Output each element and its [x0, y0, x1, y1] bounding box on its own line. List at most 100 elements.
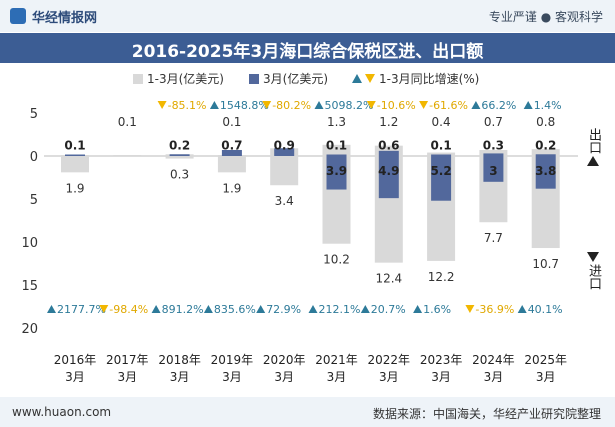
- import-month-bar: [535, 156, 556, 189]
- logo-text: 华经情报网: [32, 11, 98, 26]
- import-yoy-label: -98.4%: [109, 303, 148, 316]
- export-cum-bar: [322, 144, 351, 156]
- export-cum-label: 0.1: [222, 115, 241, 129]
- export-month-label: 0.1: [430, 138, 451, 152]
- x-tick-label-month: 3月: [536, 370, 556, 384]
- y-tick-label: 15: [21, 279, 38, 294]
- import-cum-label: 10.2: [323, 253, 350, 267]
- export-yoy-label: -10.6%: [377, 99, 416, 112]
- export-month-bar: [221, 149, 242, 156]
- import-yoy-down-icon: [99, 305, 109, 313]
- export-yoy-up-icon: [471, 101, 481, 109]
- import-month-bar: [378, 156, 399, 199]
- import-yoy-up-icon: [360, 305, 370, 313]
- import-month-label: 4.9: [378, 164, 399, 178]
- import-cum-label: 7.7: [484, 231, 503, 245]
- import-cum-bar: [165, 156, 194, 159]
- import-month-label: 3: [489, 164, 497, 178]
- import-yoy-label: 72.9%: [266, 303, 301, 316]
- import-yoy-down-icon: [465, 305, 475, 313]
- import-cum-label: 12.2: [428, 270, 455, 284]
- x-tick-label-year: 2016年: [54, 353, 97, 367]
- export-month-label: 0.6: [378, 138, 399, 152]
- chart-title: 2016-2025年3月海口综合保税区进、出口额: [131, 42, 484, 62]
- legend-cum-label: 1-3月(亿美元): [147, 71, 224, 86]
- y-tick-label: 10: [21, 236, 38, 251]
- x-tick-label-month: 3月: [117, 370, 137, 384]
- x-tick-label-year: 2025年: [524, 353, 567, 367]
- x-tick-label-month: 3月: [222, 370, 242, 384]
- legend-month-label: 3月(亿美元): [263, 71, 328, 86]
- export-month-label: 0.3: [483, 138, 504, 152]
- legend-month-swatch: [249, 74, 259, 84]
- export-month-bar: [378, 150, 399, 156]
- export-yoy-label: -80.2%: [272, 99, 311, 112]
- export-yoy-up-icon: [314, 101, 324, 109]
- import-yoy-label: 2177.7%: [57, 303, 106, 316]
- x-tick-label-month: 3月: [379, 370, 399, 384]
- import-yoy-label: 891.2%: [162, 303, 204, 316]
- x-tick-label-month: 3月: [65, 370, 85, 384]
- export-yoy-down-icon: [262, 101, 272, 109]
- export-yoy-label: -85.1%: [168, 99, 207, 112]
- export-cum-bar: [427, 152, 456, 156]
- footer-url[interactable]: www.huaon.com: [12, 405, 112, 419]
- import-month-label: 3.9: [326, 164, 347, 178]
- export-cum-label: 0.1: [118, 115, 137, 129]
- import-cum-bar: [270, 156, 299, 186]
- import-side-text: 进口: [586, 264, 601, 290]
- import-yoy-label: 1.6%: [423, 303, 451, 316]
- logo-icon: [10, 8, 26, 24]
- import-yoy-up-icon: [256, 305, 266, 313]
- import-cum-label: 0.3: [170, 168, 189, 182]
- import-yoy-up-icon: [413, 305, 423, 313]
- import-cum-label: 10.7: [532, 257, 559, 271]
- import-month-bar: [483, 156, 504, 182]
- legend-up-triangle-icon: [352, 74, 362, 83]
- legend-cum-swatch: [133, 74, 143, 84]
- export-month-bar: [326, 154, 347, 156]
- export-month-bar: [535, 154, 556, 156]
- export-month-bar: [431, 154, 452, 156]
- x-tick-label-year: 2017年: [106, 353, 149, 367]
- x-tick-label-year: 2021年: [315, 353, 358, 367]
- tagline: 专业严谨 ● 客观科学: [488, 10, 603, 24]
- import-cum-label: 3.4: [275, 194, 294, 208]
- import-month-bar: [326, 156, 347, 190]
- export-month-bar: [65, 154, 85, 156]
- export-month-bar: [274, 148, 295, 156]
- import-side-label: 进口: [586, 252, 601, 290]
- export-cum-bar: [479, 149, 508, 156]
- import-cum-label: 12.4: [375, 272, 402, 286]
- export-side-label: 出口: [586, 128, 601, 166]
- export-cum-label: 0.4: [432, 115, 451, 129]
- y-tick-label: 5: [30, 193, 38, 208]
- export-yoy-up-icon: [209, 101, 219, 109]
- legend-yoy-label: 1-3月同比增速(%): [379, 72, 479, 86]
- import-yoy-up-icon: [517, 305, 527, 313]
- export-yoy-down-icon: [157, 101, 167, 109]
- export-cum-bar: [113, 155, 142, 156]
- import-month-label: 3.8: [535, 164, 556, 178]
- export-yoy-down-icon: [366, 101, 376, 109]
- export-cum-label: 0.8: [536, 115, 555, 129]
- x-tick-label-year: 2022年: [368, 353, 411, 367]
- y-tick-label: 0: [30, 150, 38, 165]
- export-month-bar: [169, 154, 190, 156]
- footer: [0, 397, 615, 427]
- top-bar: 华经情报网 专业严谨 ● 客观科学: [0, 0, 615, 32]
- import-yoy-label: 835.6%: [214, 303, 256, 316]
- export-yoy-down-icon: [419, 101, 429, 109]
- export-yoy-label: 1548.8%: [220, 99, 269, 112]
- import-cum-label: 1.9: [65, 181, 84, 195]
- export-side-text: 出口: [586, 128, 601, 154]
- x-tick-label-month: 3月: [274, 370, 294, 384]
- import-yoy-label: 20.7%: [371, 303, 406, 316]
- export-cum-bar: [531, 149, 560, 156]
- import-yoy-up-icon: [47, 305, 56, 313]
- import-month-label: 5.2: [430, 164, 451, 178]
- x-tick-label-month: 3月: [170, 370, 190, 384]
- x-tick-label-year: 2020年: [263, 353, 306, 367]
- import-yoy-label: 40.1%: [528, 303, 563, 316]
